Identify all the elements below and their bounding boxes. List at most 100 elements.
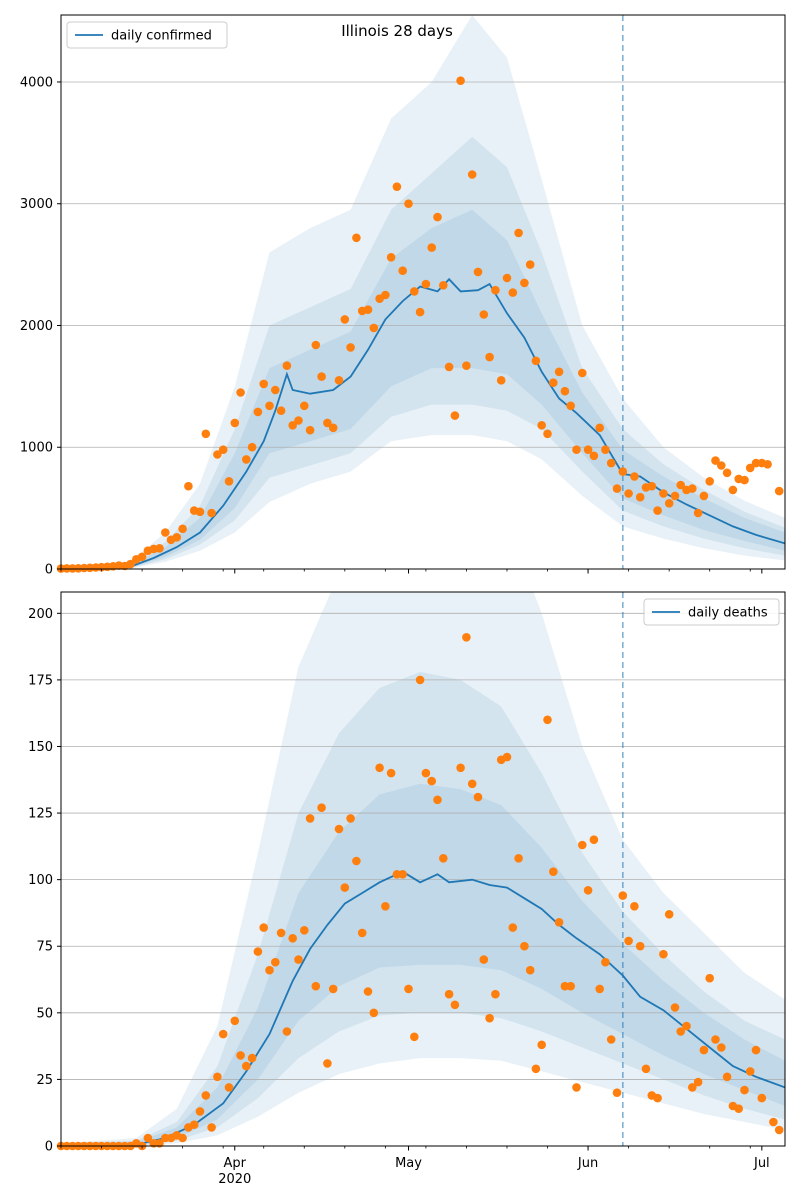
observed-point bbox=[728, 485, 738, 495]
legend: daily confirmed bbox=[66, 21, 228, 49]
observed-point bbox=[774, 1125, 784, 1135]
confirmed-panel: 0 1000 2000 3000 4000 daily confirmed bbox=[20, 14, 786, 578]
y-tick-label: 100 bbox=[28, 873, 53, 888]
observed-point bbox=[491, 285, 500, 295]
observed-point bbox=[624, 936, 633, 946]
observed-point bbox=[664, 910, 674, 919]
observed-point bbox=[711, 456, 720, 465]
observed-point bbox=[224, 1083, 234, 1092]
uncertainty-band-1 bbox=[61, 15, 785, 569]
x-tick-label: Jul bbox=[753, 1156, 770, 1171]
observed-point bbox=[195, 1107, 205, 1116]
observed-point bbox=[740, 1085, 749, 1095]
observed-point bbox=[717, 1043, 726, 1052]
observed-point bbox=[502, 752, 512, 762]
observed-point bbox=[554, 367, 564, 377]
observed-point bbox=[236, 1051, 245, 1060]
y-tick-label: 2000 bbox=[20, 319, 53, 334]
observed-point bbox=[467, 779, 477, 789]
observed-point bbox=[537, 1040, 546, 1050]
observed-point bbox=[467, 170, 477, 179]
y-tick-label: 200 bbox=[28, 607, 53, 622]
observed-point bbox=[340, 883, 350, 892]
observed-point bbox=[317, 803, 326, 812]
observed-point bbox=[589, 451, 599, 461]
observed-point bbox=[247, 442, 257, 452]
observed-point bbox=[189, 1120, 199, 1129]
observed-point bbox=[635, 492, 645, 502]
observed-point bbox=[566, 981, 575, 991]
observed-point bbox=[485, 1013, 494, 1023]
observed-point bbox=[462, 633, 471, 642]
observed-point bbox=[444, 989, 454, 999]
observed-point bbox=[276, 928, 286, 938]
observed-point bbox=[699, 1045, 709, 1055]
observed-point bbox=[595, 423, 604, 433]
observed-point bbox=[682, 1021, 691, 1031]
observed-point bbox=[218, 1029, 228, 1039]
observed-point bbox=[676, 1027, 685, 1036]
observed-point bbox=[583, 445, 593, 455]
observed-point bbox=[346, 343, 355, 352]
observed-point bbox=[259, 923, 269, 932]
observed-point bbox=[554, 918, 564, 927]
uncertainty-band-2 bbox=[61, 136, 785, 569]
observed-point bbox=[444, 362, 454, 372]
observed-point bbox=[618, 891, 628, 900]
observed-point bbox=[305, 425, 315, 435]
observed-point bbox=[757, 1093, 767, 1103]
y-tick-label: 4000 bbox=[20, 75, 53, 90]
observed-point bbox=[357, 928, 367, 938]
observed-point bbox=[207, 508, 216, 518]
observed-point bbox=[514, 228, 523, 238]
observed-point bbox=[589, 835, 599, 844]
observed-point bbox=[369, 323, 379, 333]
observed-point bbox=[520, 278, 529, 288]
observed-point bbox=[271, 957, 280, 967]
x-tick-sublabel: 2020 bbox=[218, 1172, 251, 1187]
observed-point bbox=[218, 445, 228, 455]
observed-point bbox=[618, 467, 628, 476]
observed-point bbox=[479, 955, 489, 964]
observed-point bbox=[404, 199, 413, 208]
observed-point bbox=[688, 1083, 697, 1092]
observed-point bbox=[688, 484, 697, 493]
axes-frame bbox=[60, 14, 786, 570]
observed-point bbox=[265, 401, 274, 411]
observed-point bbox=[705, 477, 714, 486]
observed-point bbox=[740, 475, 749, 485]
legend: daily deaths bbox=[643, 598, 780, 626]
observed-point bbox=[508, 288, 518, 297]
observed-point bbox=[311, 340, 321, 350]
observed-point bbox=[630, 902, 639, 911]
figure-title: Illinois 28 days bbox=[341, 22, 453, 40]
observed-point bbox=[676, 480, 685, 490]
observed-point bbox=[410, 1032, 419, 1042]
observed-point bbox=[624, 489, 633, 498]
observed-point bbox=[421, 768, 431, 778]
observed-point bbox=[508, 923, 518, 932]
observed-point bbox=[300, 401, 309, 411]
observed-point bbox=[606, 1035, 616, 1044]
observed-point bbox=[595, 984, 604, 994]
observed-point bbox=[734, 1104, 743, 1113]
observed-point bbox=[485, 352, 494, 362]
observed-point bbox=[352, 233, 361, 243]
observed-point bbox=[178, 1133, 187, 1143]
observed-point bbox=[653, 506, 662, 515]
observed-point bbox=[745, 1067, 755, 1076]
observed-point bbox=[699, 491, 709, 501]
observed-point bbox=[566, 401, 575, 411]
observed-point bbox=[433, 795, 442, 805]
observed-point bbox=[253, 407, 263, 417]
observed-point bbox=[572, 445, 581, 455]
observed-point bbox=[578, 840, 587, 850]
observed-point bbox=[415, 307, 425, 317]
observed-point bbox=[311, 981, 321, 991]
observed-point bbox=[375, 763, 384, 773]
observed-point bbox=[641, 1064, 651, 1074]
observed-point bbox=[363, 987, 373, 996]
observed-point bbox=[763, 460, 772, 469]
observed-point bbox=[201, 1091, 211, 1100]
observed-point bbox=[670, 1003, 680, 1012]
